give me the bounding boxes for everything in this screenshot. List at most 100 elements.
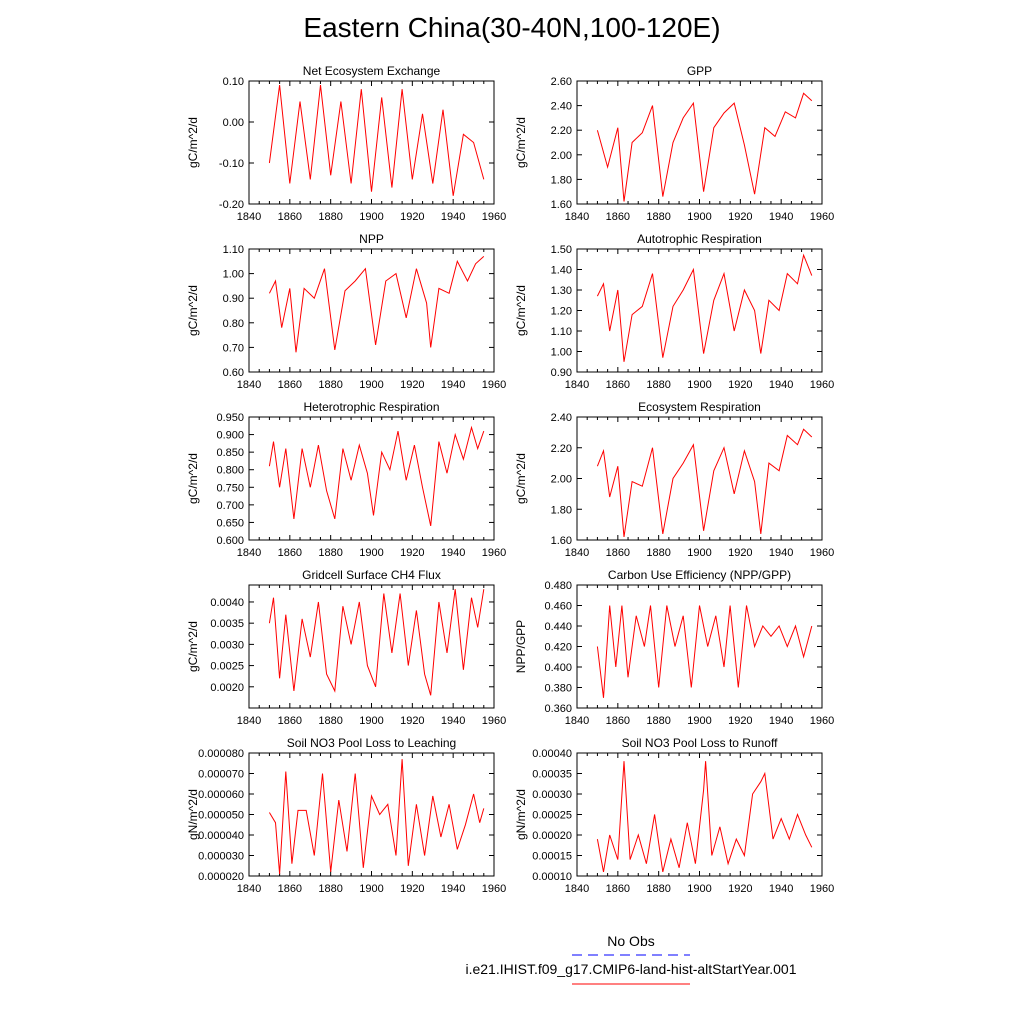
y-tick-label: 1.10 (551, 326, 572, 338)
x-tick-label: 1880 (646, 547, 670, 559)
x-tick-label: 1880 (646, 883, 670, 895)
x-tick-label: 1840 (237, 379, 261, 391)
x-tick-label: 1940 (769, 883, 793, 895)
x-tick-label: 1960 (482, 883, 506, 895)
y-tick-label: 0.750 (216, 482, 244, 494)
y-tick-label: 2.20 (551, 443, 572, 455)
x-tick-label: 1920 (728, 379, 752, 391)
y-axis-label: gN/m^2/d (186, 789, 200, 840)
series-line-0 (596, 605, 813, 698)
y-tick-label: 1.40 (551, 265, 572, 277)
y-axis-label: NPP/GPP (514, 620, 528, 673)
x-tick-label: 1960 (810, 547, 834, 559)
panel-title: Ecosystem Respiration (638, 400, 761, 414)
x-tick-label: 1860 (606, 547, 630, 559)
x-tick-label: 1860 (278, 715, 302, 727)
y-tick-label: 0.460 (544, 601, 572, 613)
y-tick-label: 0.420 (544, 642, 572, 654)
y-tick-label: 2.40 (551, 412, 572, 424)
panel-title: Soil NO3 Pool Loss to Runoff (622, 736, 779, 750)
y-tick-label: 0.440 (544, 621, 572, 633)
x-tick-label: 1880 (318, 715, 342, 727)
x-tick-label: 1900 (359, 379, 383, 391)
x-tick-label: 1840 (565, 211, 589, 223)
x-tick-label: 1920 (400, 715, 424, 727)
x-tick-label: 1940 (769, 211, 793, 223)
y-tick-label: 0.00040 (532, 748, 572, 760)
plot-frame (576, 416, 823, 541)
x-tick-label: 1880 (646, 379, 670, 391)
panel-0: Net Ecosystem Exchange gC/m^2/d 1840 1860 18… (186, 64, 506, 223)
figure-title: Eastern China(30-40N,100-120E) (303, 12, 721, 43)
y-tick-label: 1.10 (223, 244, 244, 256)
y-tick-label: 0.360 (544, 703, 572, 715)
panel-5: Ecosystem Respiration gC/m^2/d 1840 1860 188… (514, 400, 834, 559)
y-tick-label: 0.00025 (532, 810, 572, 822)
y-tick-label: 0.000020 (198, 871, 244, 883)
x-tick-label: 1900 (687, 379, 711, 391)
x-tick-label: 1900 (359, 211, 383, 223)
series-line-0 (268, 589, 485, 696)
y-tick-label: 0.00030 (532, 789, 572, 801)
x-tick-label: 1840 (565, 883, 589, 895)
x-tick-label: 1840 (565, 379, 589, 391)
x-tick-label: 1900 (359, 715, 383, 727)
plot-frame (248, 584, 495, 709)
panel-title: Net Ecosystem Exchange (303, 64, 441, 78)
x-tick-label: 1840 (237, 883, 261, 895)
y-axis-label: gC/m^2/d (186, 621, 200, 672)
x-tick-label: 1960 (810, 211, 834, 223)
panel-title: Gridcell Surface CH4 Flux (302, 568, 441, 582)
y-tick-label: 0.700 (216, 500, 244, 512)
x-tick-label: 1960 (810, 715, 834, 727)
y-tick-label: 2.60 (551, 76, 572, 88)
x-tick-label: 1920 (728, 715, 752, 727)
y-axis-label: gC/m^2/d (186, 117, 200, 168)
y-tick-label: 0.000060 (198, 789, 244, 801)
y-tick-label: 0.950 (216, 412, 244, 424)
x-tick-label: 1940 (769, 547, 793, 559)
x-tick-label: 1860 (278, 379, 302, 391)
x-tick-label: 1860 (278, 547, 302, 559)
y-tick-label: 0.0025 (210, 661, 244, 673)
y-tick-label: 1.30 (551, 285, 572, 297)
x-tick-label: 1880 (318, 547, 342, 559)
y-tick-label: 1.20 (551, 306, 572, 318)
x-tick-label: 1940 (441, 715, 465, 727)
y-axis-label: gC/m^2/d (514, 453, 528, 504)
y-tick-label: -0.20 (219, 199, 244, 211)
y-tick-label: 0.90 (551, 367, 572, 379)
panel-2: NPP gC/m^2/d 1840 1860 1880 1900 1920 1940 1960 0… (186, 232, 506, 391)
plot-frame (248, 752, 495, 877)
panel-4: Heterotrophic Respiration gC/m^2/d 1840 186… (186, 400, 506, 559)
x-tick-label: 1860 (278, 211, 302, 223)
x-tick-label: 1960 (810, 883, 834, 895)
y-tick-label: 0.000070 (198, 769, 244, 781)
x-tick-label: 1920 (728, 547, 752, 559)
x-tick-label: 1920 (400, 211, 424, 223)
y-tick-label: 0.90 (223, 293, 244, 305)
x-tick-label: 1840 (565, 547, 589, 559)
x-tick-label: 1960 (482, 547, 506, 559)
panel-title: Soil NO3 Pool Loss to Leaching (287, 736, 456, 750)
x-tick-label: 1880 (318, 883, 342, 895)
legend-model-label: i.e21.IHIST.f09_g17.CMIP6-land-hist-altS… (465, 961, 797, 977)
y-tick-label: 0.000050 (198, 810, 244, 822)
panel-title: NPP (359, 232, 384, 246)
panel-3: Autotrophic Respiration gC/m^2/d 1840 1860 1… (514, 232, 834, 391)
series-line-0 (596, 428, 813, 537)
legend-obs-label: No Obs (607, 933, 655, 949)
y-tick-label: 1.60 (551, 199, 572, 211)
y-tick-label: 1.80 (551, 174, 572, 186)
y-tick-label: 0.000040 (198, 830, 244, 842)
y-tick-label: 0.00020 (532, 830, 572, 842)
y-tick-label: 0.0030 (210, 639, 244, 651)
y-axis-label: gC/m^2/d (186, 285, 200, 336)
x-tick-label: 1860 (606, 883, 630, 895)
x-tick-label: 1880 (318, 211, 342, 223)
y-axis-label: gC/m^2/d (514, 285, 528, 336)
series-line-0 (596, 761, 813, 873)
y-tick-label: 0.480 (544, 580, 572, 592)
plot-frame (576, 752, 823, 877)
y-tick-label: 1.00 (551, 347, 572, 359)
